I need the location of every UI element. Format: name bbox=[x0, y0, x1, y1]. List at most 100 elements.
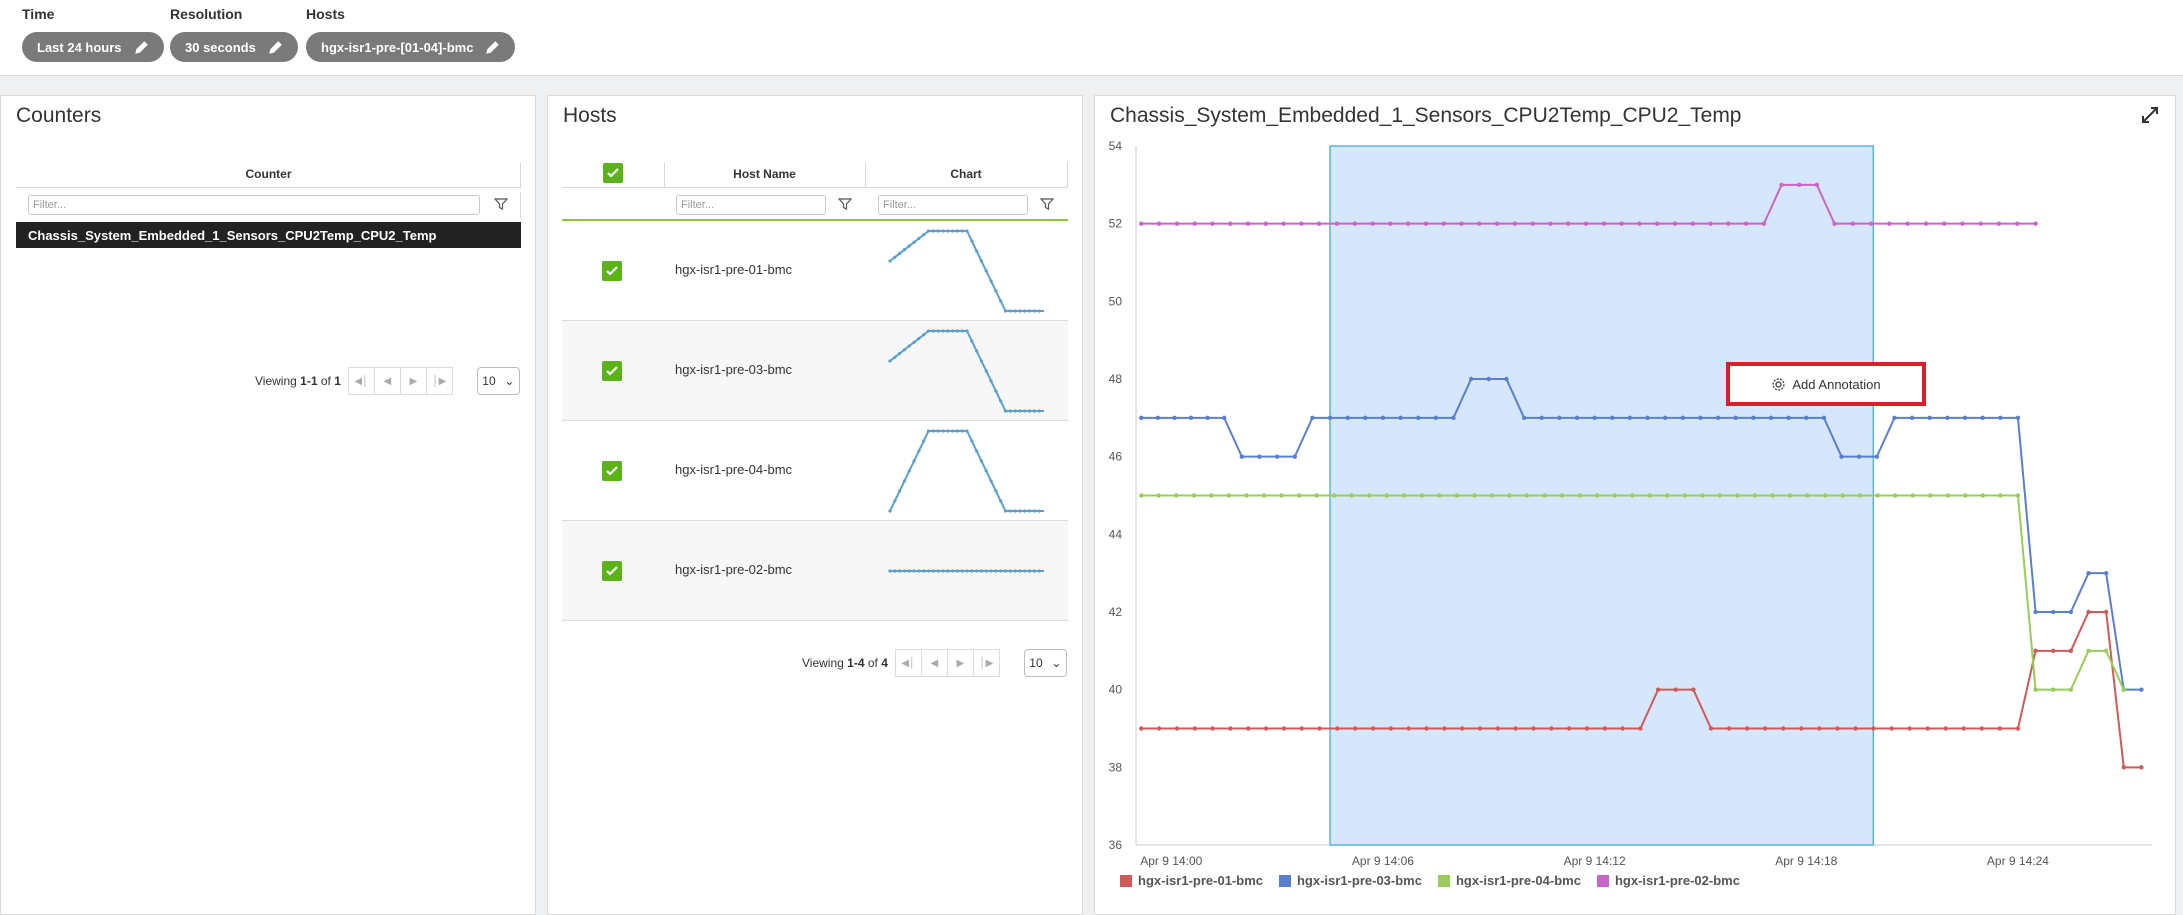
data-point bbox=[1210, 726, 1215, 731]
row-checkbox[interactable] bbox=[602, 261, 622, 281]
sparkline-point bbox=[970, 339, 974, 343]
page-size-select[interactable]: 10 ⌄ bbox=[1023, 649, 1067, 677]
time-filter-pill[interactable]: Last 24 hours bbox=[22, 32, 164, 62]
temperature-line-chart[interactable]: 36 38 40 42 44 46 48 50 52 54 Apr 9 14:00 Apr 9 14:… bbox=[1094, 130, 2176, 870]
data-point bbox=[1477, 221, 1482, 226]
table-row[interactable]: hgx-isr1-pre-04-bmc bbox=[562, 421, 1068, 521]
sparkline-point bbox=[999, 299, 1003, 303]
counter-column-header[interactable]: Counter bbox=[245, 167, 292, 181]
add-annotation-button[interactable]: Add Annotation bbox=[1726, 362, 1926, 406]
filter-funnel-icon[interactable] bbox=[838, 197, 852, 211]
data-point bbox=[1454, 493, 1460, 498]
legend-swatch bbox=[1596, 874, 1609, 887]
resolution-filter-pill[interactable]: 30 seconds bbox=[170, 32, 298, 62]
host-name-filter-input[interactable]: Filter... bbox=[676, 195, 826, 215]
sparkline-point bbox=[893, 569, 897, 573]
sparkline-point bbox=[950, 329, 955, 333]
row-checkbox[interactable] bbox=[602, 561, 622, 581]
prev-page-icon[interactable]: ◀ bbox=[920, 649, 948, 677]
x-tick-label: Apr 9 14:00 bbox=[1140, 854, 1202, 868]
data-point bbox=[1205, 415, 1210, 421]
sparkline-point bbox=[970, 239, 974, 243]
sparkline-point bbox=[936, 429, 940, 433]
data-point bbox=[1239, 454, 1245, 459]
data-point bbox=[1139, 726, 1144, 731]
y-tick-label: 42 bbox=[1109, 605, 1123, 619]
gear-icon bbox=[1772, 377, 1785, 391]
sparkline-point bbox=[960, 429, 964, 433]
legend-item[interactable]: hgx-isr1-pre-02-bmc bbox=[1596, 873, 1740, 888]
sparkline-point bbox=[1037, 309, 1041, 313]
next-page-icon[interactable]: ▶ bbox=[399, 367, 427, 395]
sparkline-point bbox=[912, 569, 916, 573]
sparkline-point bbox=[902, 569, 907, 573]
data-point bbox=[1868, 221, 1874, 226]
legend-item[interactable]: hgx-isr1-pre-01-bmc bbox=[1120, 873, 1263, 888]
sparkline-point bbox=[922, 439, 926, 443]
table-row[interactable]: hgx-isr1-pre-01-bmc bbox=[562, 221, 1068, 321]
sparkline-chart bbox=[888, 429, 1044, 513]
first-page-icon[interactable]: ◀│ bbox=[347, 367, 375, 395]
sparkline-point bbox=[970, 439, 974, 443]
last-page-icon[interactable]: │▶ bbox=[425, 367, 453, 395]
expand-icon[interactable] bbox=[2141, 106, 2159, 124]
sparkline-point bbox=[960, 569, 964, 573]
data-point bbox=[2121, 687, 2126, 692]
host-name-column-header[interactable]: Host Name bbox=[733, 167, 796, 181]
legend-swatch bbox=[1120, 874, 1132, 887]
sparkline-point bbox=[1003, 509, 1008, 513]
sparkline-point bbox=[975, 569, 979, 573]
data-point bbox=[2086, 648, 2091, 654]
data-point bbox=[2103, 609, 2109, 615]
filter-bar: Time Last 24 hours Resolution 30 seconds… bbox=[0, 0, 2183, 76]
counter-filter-input[interactable]: Filter... bbox=[28, 195, 480, 215]
table-row[interactable]: hgx-isr1-pre-02-bmc bbox=[562, 521, 1068, 621]
next-page-icon[interactable]: ▶ bbox=[946, 649, 974, 677]
sparkline-point bbox=[994, 489, 998, 493]
legend-item[interactable]: hgx-isr1-pre-04-bmc bbox=[1437, 873, 1581, 888]
sparkline-point bbox=[955, 429, 959, 433]
data-point bbox=[1700, 493, 1705, 498]
data-point bbox=[1433, 415, 1439, 421]
page-size-select[interactable]: 10 ⌄ bbox=[476, 367, 520, 395]
sparkline-point bbox=[989, 279, 993, 283]
data-point bbox=[1960, 221, 1965, 226]
row-checkbox[interactable] bbox=[602, 361, 622, 381]
data-point bbox=[1610, 415, 1615, 421]
data-point bbox=[2015, 726, 2021, 731]
row-checkbox[interactable] bbox=[602, 461, 622, 481]
data-point bbox=[1327, 415, 1333, 421]
sparkline-point bbox=[912, 459, 916, 463]
chart-filter-input[interactable]: Filter... bbox=[878, 195, 1028, 215]
first-page-icon[interactable]: ◀│ bbox=[894, 649, 922, 677]
sparkline-point bbox=[1008, 509, 1012, 513]
filter-funnel-icon[interactable] bbox=[494, 197, 508, 211]
sparkline-point bbox=[936, 569, 940, 573]
data-point bbox=[1477, 726, 1483, 731]
sparkline-point bbox=[917, 236, 921, 241]
hosts-filter-pill[interactable]: hgx-isr1-pre-[01-04]-bmc bbox=[306, 32, 516, 62]
host-name-cell: hgx-isr1-pre-03-bmc bbox=[675, 362, 793, 377]
data-point bbox=[1980, 415, 1985, 421]
data-point bbox=[1188, 415, 1194, 421]
data-point bbox=[2086, 570, 2091, 576]
last-page-icon[interactable]: │▶ bbox=[972, 649, 1000, 677]
sparkline-point bbox=[979, 459, 984, 463]
prev-page-icon[interactable]: ◀ bbox=[373, 367, 401, 395]
sparkline-point bbox=[941, 229, 945, 233]
sparkline-point bbox=[926, 429, 931, 433]
filter-funnel-icon[interactable] bbox=[1040, 197, 1054, 211]
sparkline-point bbox=[922, 333, 926, 337]
series-hgx-isr1-pre-01-bmc bbox=[1139, 609, 2144, 770]
chart-column-header[interactable]: Chart bbox=[950, 167, 982, 181]
data-point bbox=[1945, 493, 1951, 498]
counter-row-selected[interactable]: Chassis_System_Embedded_1_Sensors_CPU2Te… bbox=[16, 222, 521, 248]
select-all-checkbox[interactable] bbox=[603, 163, 623, 183]
legend-item[interactable]: hgx-isr1-pre-03-bmc bbox=[1278, 873, 1422, 888]
data-point bbox=[1893, 493, 1898, 498]
sparkline-point bbox=[1032, 569, 1036, 573]
data-point bbox=[1559, 493, 1565, 498]
table-row[interactable]: hgx-isr1-pre-03-bmc bbox=[562, 321, 1068, 421]
data-point bbox=[1406, 726, 1411, 731]
data-point bbox=[1221, 415, 1227, 421]
